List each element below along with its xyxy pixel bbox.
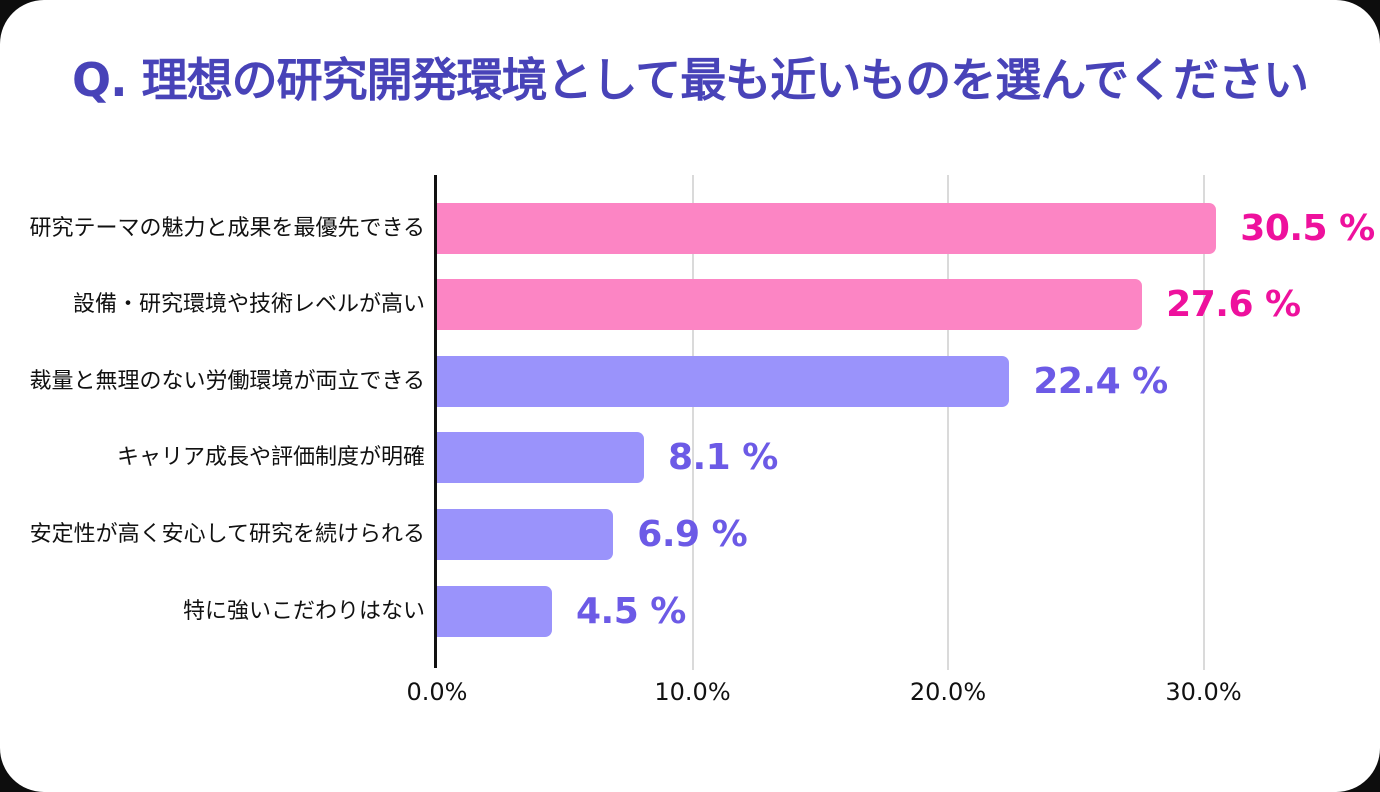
value-label: 27.6 % <box>1166 284 1301 326</box>
value-label: 4.5 % <box>575 590 686 632</box>
category-label: 研究テーマの魅力と成果を最優先できる <box>29 215 425 241</box>
category-label: 特に強いこだわりはない <box>182 598 425 624</box>
category-label: キャリア成長や評価制度が明確 <box>116 445 425 471</box>
bar-row: 研究テーマの魅力と成果を最優先できる 30.5 % <box>29 202 1375 254</box>
value-label: 22.4 % <box>1033 360 1168 402</box>
bar-row: 設備・研究環境や技術レベルが高い 27.6 % <box>73 279 1337 331</box>
bar-row: 裁量と無理のない労働環境が両立できる 22.4 % <box>29 355 1337 407</box>
bar-row: 安定性が高く安心して研究を続けられる 6.9 % <box>30 508 1337 560</box>
category-label: 安定性が高く安心して研究を続けられる <box>29 521 425 547</box>
value-label: 30.5 % <box>1240 207 1375 249</box>
bar <box>437 355 1010 407</box>
y-axis-line <box>434 175 437 668</box>
category-label: 裁量と無理のない労働環境が両立できる <box>29 368 425 394</box>
value-label: 6.9 % <box>637 513 748 555</box>
x-tick-label: 0.0% <box>406 678 468 706</box>
bar <box>437 432 644 484</box>
category-label: 設備・研究環境や技術レベルが高い <box>72 292 425 318</box>
bar <box>437 279 1143 331</box>
x-tick-label: 30.0% <box>1165 678 1242 706</box>
value-label: 8.1 % <box>667 437 778 479</box>
bar <box>437 508 614 560</box>
chart-title: Q. 理想の研究開発環境として最も近いものを選んでください <box>72 53 1309 107</box>
x-tick-label: 10.0% <box>654 678 731 706</box>
bar <box>437 202 1217 254</box>
gridline-10-percent <box>691 175 694 670</box>
gridline-30-percent <box>1202 175 1205 670</box>
bar <box>437 585 552 637</box>
x-tick-label: 20.0% <box>909 678 987 706</box>
bar-row: キャリア成長や評価制度が明確 8.1 % <box>117 432 1337 484</box>
bar-row: 特に強いこだわりはない 4.5 % <box>183 585 1337 637</box>
gridline-20-percent <box>947 175 949 670</box>
bar-chart-plot-area: 研究テーマの魅力と成果を最優先できる 30.5 % 設備・研究環境や技術レベルが高い… <box>29 175 1375 706</box>
